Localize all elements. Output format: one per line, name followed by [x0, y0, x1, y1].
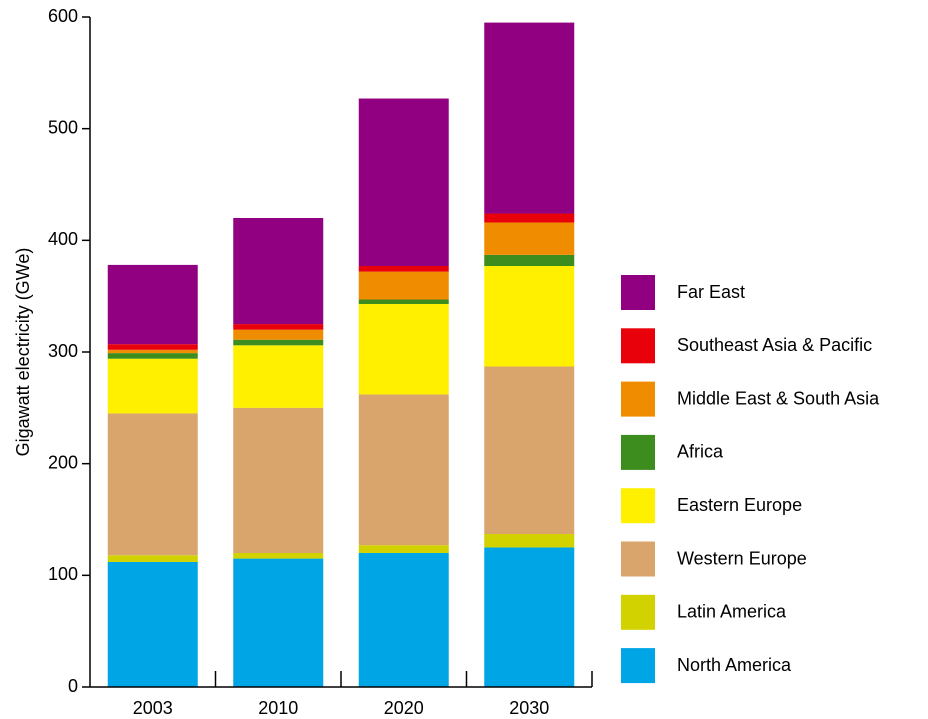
- bar-segment: [484, 22, 575, 214]
- bar-segment: [107, 349, 198, 354]
- bar-segment: [107, 358, 198, 414]
- bar-segment: [233, 329, 324, 340]
- legend-swatch: [621, 488, 655, 524]
- legend-label: Southeast Asia & Pacific: [677, 335, 872, 355]
- bar-segment: [484, 547, 575, 687]
- bar-segment: [107, 344, 198, 350]
- bar-segment: [107, 555, 198, 562]
- bar-segment: [233, 553, 324, 559]
- legend-swatch: [621, 541, 655, 577]
- x-tick-label: 2020: [384, 698, 424, 718]
- bar-segment: [107, 264, 198, 345]
- bar-segment: [233, 218, 324, 325]
- bar-segment: [233, 558, 324, 687]
- bar-segment: [358, 98, 449, 267]
- legend-swatch: [621, 594, 655, 630]
- bar-segment: [358, 553, 449, 687]
- legend-swatch: [621, 275, 655, 310]
- legend-label: Western Europe: [677, 548, 807, 568]
- bar-segment: [233, 324, 324, 330]
- bar-segment: [484, 213, 575, 223]
- legend-label: Latin America: [677, 602, 787, 622]
- bar-segment: [358, 271, 449, 300]
- x-tick-label: 2003: [133, 698, 173, 718]
- bar-segment: [484, 254, 575, 267]
- bar-segment: [233, 407, 324, 553]
- bar-segment: [484, 266, 575, 367]
- bar-segment: [484, 222, 575, 255]
- bar-segment: [233, 339, 324, 346]
- bar-segment: [233, 345, 324, 408]
- y-tick-label: 400: [48, 229, 78, 249]
- legend-label: North America: [677, 655, 792, 675]
- legend-label: Far East: [677, 282, 745, 302]
- bar-segment: [358, 545, 449, 553]
- y-tick-label: 500: [48, 117, 78, 137]
- x-tick-label: 2030: [509, 698, 549, 718]
- legend-swatch: [621, 328, 655, 364]
- legend-swatch: [621, 434, 655, 470]
- legend-label: Middle East & South Asia: [677, 388, 880, 408]
- y-tick-label: 600: [48, 6, 78, 26]
- y-axis-label: Gigawatt electricity (GWe): [13, 248, 33, 457]
- legend-swatch: [621, 381, 655, 417]
- bar-segment: [484, 366, 575, 535]
- x-tick-label: 2010: [258, 698, 298, 718]
- y-tick-label: 0: [68, 676, 78, 696]
- bar-segment: [107, 413, 198, 556]
- legend-swatch: [621, 648, 655, 684]
- legend-label: Africa: [677, 442, 724, 462]
- bar-segment: [358, 266, 449, 272]
- bar-segment: [358, 394, 449, 546]
- legend-label: Eastern Europe: [677, 495, 802, 515]
- bar-segment: [358, 299, 449, 304]
- bar-segment: [107, 561, 198, 687]
- y-tick-label: 100: [48, 564, 78, 584]
- bar-segment: [358, 303, 449, 395]
- y-tick-label: 300: [48, 341, 78, 361]
- bar-segment: [484, 534, 575, 548]
- bar-segment: [107, 353, 198, 359]
- y-tick-label: 200: [48, 452, 78, 472]
